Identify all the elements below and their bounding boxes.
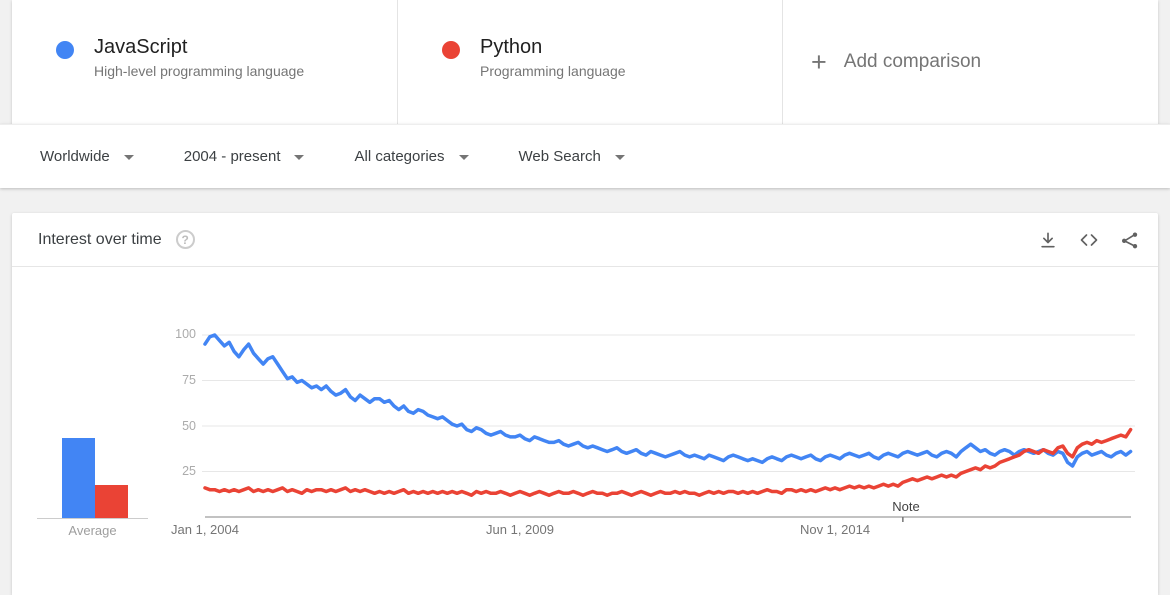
note-marker-label[interactable]: Note (892, 499, 920, 514)
filter-search-type[interactable]: Web Search (519, 148, 625, 165)
x-tick-label: Jan 1, 2004 (171, 522, 239, 537)
average-label: Average (68, 523, 117, 538)
filter-region[interactable]: Worldwide (40, 148, 134, 165)
filter-time-range-label: 2004 - present (183, 148, 281, 165)
term-title: Python (480, 36, 543, 58)
term-card-python[interactable]: Python Programming language (397, 0, 782, 124)
chart-actions (1036, 228, 1142, 252)
plus-icon: + (811, 47, 827, 77)
term-subtitle: Programming language (480, 63, 626, 79)
chevron-down-icon (123, 155, 134, 160)
filter-time-range[interactable]: 2004 - present (184, 148, 305, 165)
y-tick-label: 100 (175, 327, 196, 341)
comparison-cards-row: JavaScript High-level programming langua… (12, 0, 1158, 124)
average-axis-line (37, 518, 148, 519)
x-tick-label: Nov 1, 2014 (799, 522, 871, 537)
average-bar-javascript[interactable] (62, 437, 95, 518)
filter-search-type-label: Web Search (518, 148, 601, 165)
series-line-python[interactable] (203, 427, 1133, 497)
series-dot-javascript (56, 41, 74, 59)
chevron-down-icon (458, 155, 469, 160)
average-bars (37, 437, 148, 518)
filter-category-label: All categories (354, 148, 445, 165)
term-subtitle: High-level programming language (94, 63, 305, 79)
x-tick-label: Jun 1, 2009 (486, 522, 554, 537)
term-title: JavaScript (94, 36, 188, 58)
filter-bar: Worldwide 2004 - present All categories … (0, 124, 1170, 188)
filter-region-label: Worldwide (40, 148, 110, 165)
chart-card-header: Interest over time ? (12, 213, 1158, 267)
chevron-down-icon (294, 155, 305, 160)
interest-line-chart[interactable] (202, 320, 1135, 525)
y-tick-label: 50 (182, 419, 196, 433)
interest-over-time-card: Interest over time ? (12, 213, 1158, 595)
filter-category[interactable]: All categories (354, 148, 469, 165)
add-comparison-label: Add comparison (843, 51, 982, 72)
embed-code-icon[interactable] (1077, 228, 1101, 252)
help-icon[interactable]: ? (175, 230, 195, 249)
add-comparison-button[interactable]: + Add comparison (782, 0, 1158, 124)
y-tick-label: 75 (182, 373, 196, 387)
chevron-down-icon (614, 155, 625, 160)
term-card-javascript[interactable]: JavaScript High-level programming langua… (12, 0, 397, 124)
average-mini-chart: Average (37, 437, 148, 538)
y-tick-label: 25 (182, 464, 196, 478)
share-icon[interactable] (1118, 228, 1142, 252)
chart-title: Interest over time (38, 230, 162, 248)
download-icon[interactable] (1036, 228, 1060, 252)
series-dot-python (442, 41, 460, 59)
series-line-javascript[interactable] (203, 333, 1133, 468)
average-bar-python[interactable] (95, 485, 128, 518)
